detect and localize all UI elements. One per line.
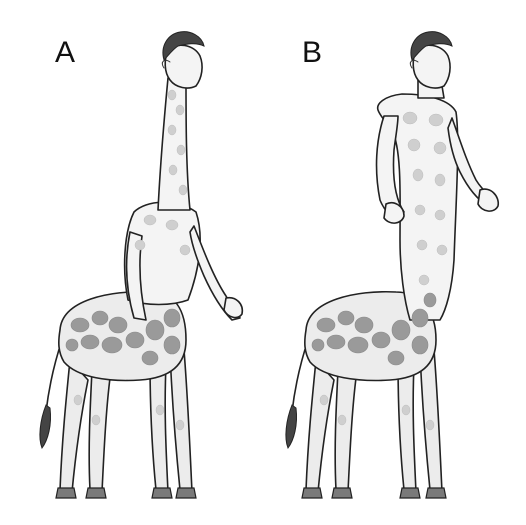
figure-a-hoof-1 (55, 487, 77, 499)
figure-a-hair (162, 31, 205, 61)
figure-b-hand-left (383, 201, 405, 224)
figure-a-giraffe-centaur (39, 31, 244, 499)
figure-a-ear (161, 59, 171, 69)
figure-a-hoof-3 (151, 487, 173, 499)
figure-b-ear (409, 59, 419, 69)
figure-b-back-leg-right (334, 369, 357, 493)
figure-a-torso-animal (58, 290, 187, 382)
figure-b-hoof-1 (301, 487, 323, 499)
figure-a-tail-tuft (39, 404, 51, 450)
figure-b-back-leg-left (305, 359, 335, 493)
figure-a-spots (65, 89, 191, 431)
figure-a-hand (223, 296, 244, 319)
figure-b-hand-right (477, 188, 500, 212)
figure-b-spots (311, 111, 448, 431)
figure-a-torso-human (123, 201, 201, 306)
figure-b-hair (410, 31, 453, 61)
figure-b-giraffe-centaur (285, 31, 500, 499)
figure-a-arm-back (125, 231, 147, 321)
figure-b-hoof-3 (399, 487, 421, 499)
figure-b-hoof-4 (425, 487, 447, 499)
figure-a-hoof-2 (85, 487, 107, 499)
panel-a-label: A (55, 36, 76, 69)
figure-a-front-leg-left (149, 359, 169, 493)
figure-a-arm (189, 225, 241, 321)
figure-a-hoof-4 (175, 487, 197, 499)
figure-b-head (412, 44, 451, 89)
figure-b-front-leg-left (397, 359, 417, 493)
figure-a-head (164, 44, 203, 89)
figure-b-tail-tuft (285, 404, 297, 450)
figure-a-back-leg-right (88, 369, 111, 493)
panel-b-label: B (302, 36, 323, 69)
figure-b-hoof-2 (331, 487, 353, 499)
figure-a-back-leg-left (59, 359, 89, 493)
